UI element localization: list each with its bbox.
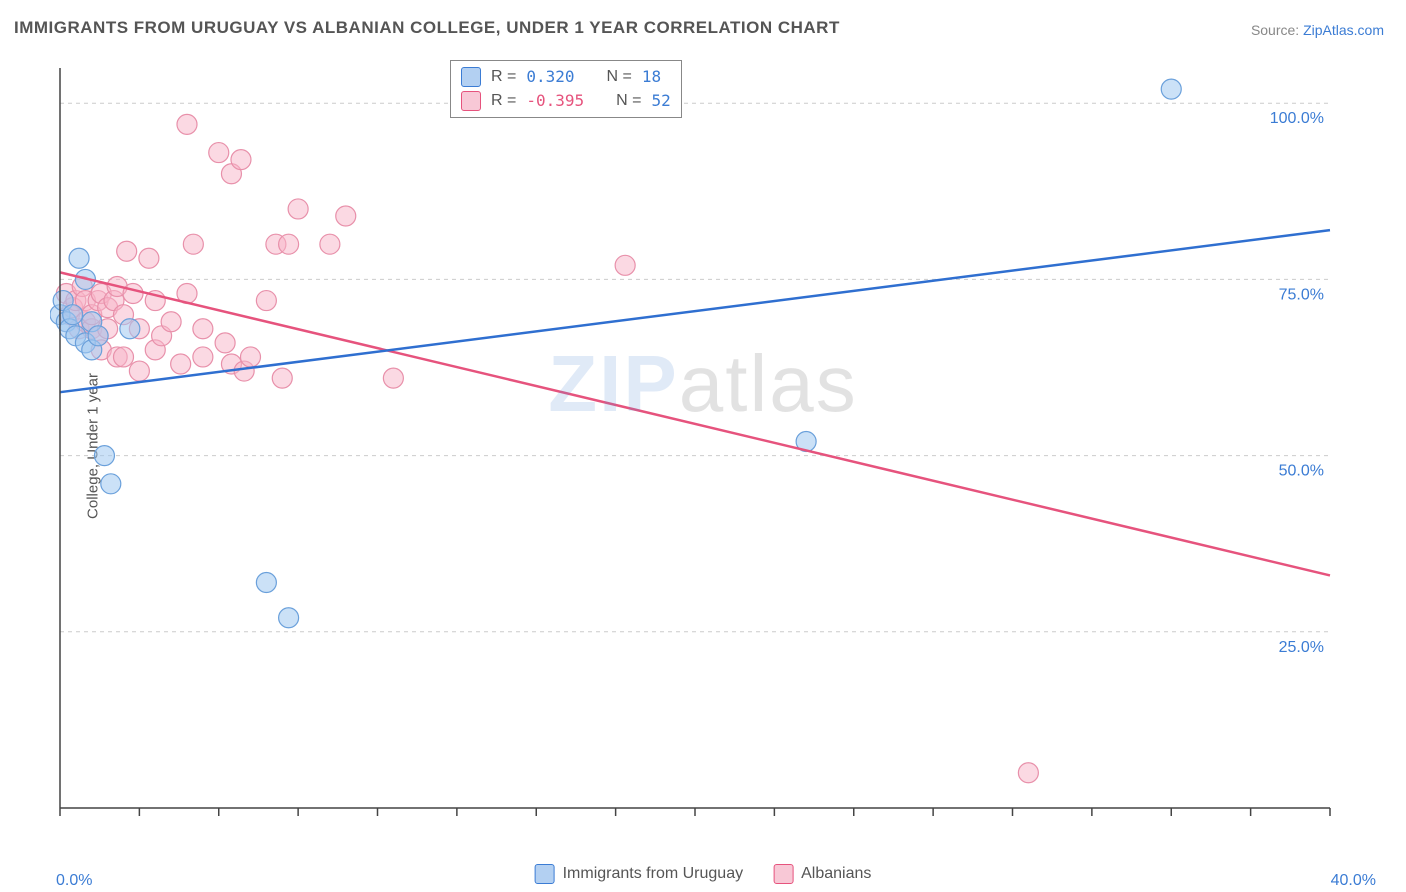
r-value: 0.320	[526, 65, 574, 89]
source-attribution: Source: ZipAtlas.com	[1251, 22, 1384, 38]
scatter-chart-svg: 25.0% 50.0% 75.0% 100.0%	[50, 58, 1350, 838]
series-legend: Immigrants from Uruguay Albanians	[535, 864, 872, 884]
chart-title: IMMIGRANTS FROM URUGUAY VS ALBANIAN COLL…	[14, 18, 840, 38]
legend-row: R = 0.320 N = 18	[461, 65, 671, 89]
svg-text:75.0%: 75.0%	[1279, 286, 1324, 303]
source-link[interactable]: ZipAtlas.com	[1303, 22, 1384, 38]
legend-row: R = -0.395 N = 52	[461, 89, 671, 113]
x-axis-max-label: 40.0%	[1331, 872, 1376, 890]
r-prefix: R =	[491, 89, 516, 113]
legend-label: Albanians	[801, 865, 871, 883]
chart-area: 25.0% 50.0% 75.0% 100.0%	[50, 58, 1350, 838]
legend-item: Immigrants from Uruguay	[535, 864, 744, 884]
legend-swatch-icon	[461, 67, 481, 87]
legend-swatch-icon	[461, 91, 481, 111]
legend-item: Albanians	[773, 864, 871, 884]
n-value: 52	[651, 89, 670, 113]
svg-text:50.0%: 50.0%	[1279, 463, 1324, 480]
r-prefix: R =	[491, 65, 516, 89]
n-prefix: N =	[616, 89, 641, 113]
svg-text:100.0%: 100.0%	[1270, 110, 1324, 127]
r-value: -0.395	[526, 89, 584, 113]
correlation-legend: R = 0.320 N = 18 R = -0.395 N = 52	[450, 60, 682, 118]
n-value: 18	[642, 65, 661, 89]
legend-swatch-icon	[535, 864, 555, 884]
svg-text:25.0%: 25.0%	[1279, 639, 1324, 656]
legend-swatch-icon	[773, 864, 793, 884]
source-label: Source:	[1251, 22, 1299, 38]
n-prefix: N =	[607, 65, 632, 89]
legend-label: Immigrants from Uruguay	[563, 865, 744, 883]
x-axis-min-label: 0.0%	[56, 872, 92, 890]
